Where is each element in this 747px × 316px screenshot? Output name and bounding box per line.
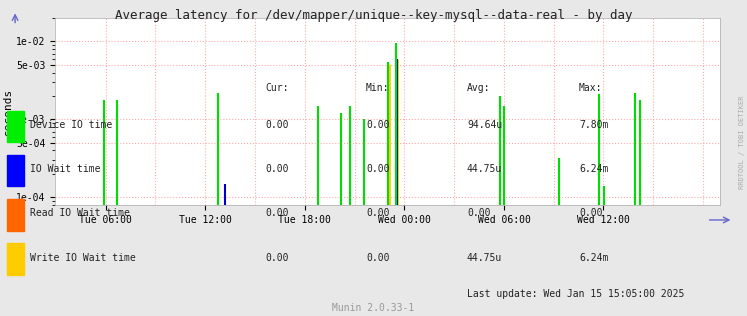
Text: 0.00: 0.00 bbox=[366, 120, 389, 130]
Text: 94.64u: 94.64u bbox=[467, 120, 502, 130]
Text: IO Wait time: IO Wait time bbox=[30, 164, 100, 174]
Text: Device IO time: Device IO time bbox=[30, 120, 112, 130]
Text: 44.75u: 44.75u bbox=[467, 252, 502, 263]
Text: RRDTOOL / TOBI OETIKER: RRDTOOL / TOBI OETIKER bbox=[739, 95, 745, 189]
Text: Average latency for /dev/mapper/unique--key-mysql--data-real - by day: Average latency for /dev/mapper/unique--… bbox=[115, 9, 632, 22]
Text: Min:: Min: bbox=[366, 83, 389, 94]
Text: 0.00: 0.00 bbox=[579, 208, 602, 218]
Y-axis label: seconds: seconds bbox=[3, 88, 13, 135]
Text: Cur:: Cur: bbox=[265, 83, 288, 94]
Text: 6.24m: 6.24m bbox=[579, 252, 608, 263]
Text: Write IO Wait time: Write IO Wait time bbox=[30, 252, 136, 263]
Text: Munin 2.0.33-1: Munin 2.0.33-1 bbox=[332, 303, 415, 313]
Text: 0.00: 0.00 bbox=[265, 252, 288, 263]
Text: 0.00: 0.00 bbox=[265, 164, 288, 174]
Text: 7.80m: 7.80m bbox=[579, 120, 608, 130]
Text: 0.00: 0.00 bbox=[265, 208, 288, 218]
Text: 0.00: 0.00 bbox=[366, 252, 389, 263]
Text: Avg:: Avg: bbox=[467, 83, 490, 94]
Text: Read IO Wait time: Read IO Wait time bbox=[30, 208, 130, 218]
Text: 0.00: 0.00 bbox=[366, 164, 389, 174]
Text: 0.00: 0.00 bbox=[467, 208, 490, 218]
Text: Max:: Max: bbox=[579, 83, 602, 94]
Text: 0.00: 0.00 bbox=[366, 208, 389, 218]
Text: 6.24m: 6.24m bbox=[579, 164, 608, 174]
Text: 44.75u: 44.75u bbox=[467, 164, 502, 174]
Text: Last update: Wed Jan 15 15:05:00 2025: Last update: Wed Jan 15 15:05:00 2025 bbox=[467, 289, 684, 299]
Text: 0.00: 0.00 bbox=[265, 120, 288, 130]
